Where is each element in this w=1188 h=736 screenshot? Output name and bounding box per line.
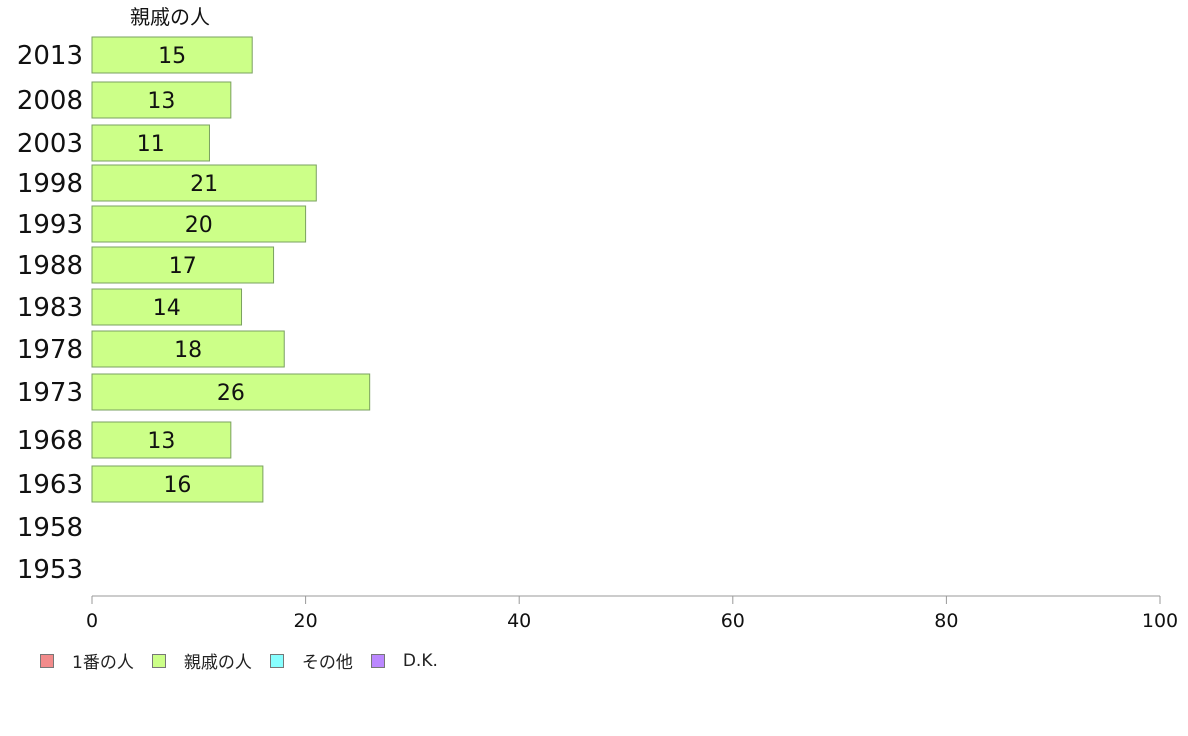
bars-group: 15 13 11 21 20 17 14 18 26 13 16 [91,36,371,503]
category-label-1978: 1978 [17,335,83,365]
chart: 親戚の人 15 13 11 21 20 17 14 18 26 13 16 2013 2008 2003… [17,5,1178,632]
legend-item-2: その他 [269,648,353,673]
value-label-1998-series-1: 21 [190,172,218,197]
value-label-2008-series-1: 13 [147,89,175,114]
value-label-1973-series-1: 26 [217,381,245,406]
x-tick-label-0: 0 [86,610,98,632]
category-label-1998: 1998 [17,169,83,199]
bar-1998-series-1 [91,164,317,202]
category-label-2013: 2013 [17,41,83,71]
category-label-2003: 2003 [17,129,83,159]
x-tick-label-60: 60 [721,610,745,632]
value-label-2013-series-1: 15 [158,44,186,69]
value-label-1968-series-1: 13 [147,429,175,454]
value-label-1978-series-1: 18 [174,338,202,363]
legend-label-1: 親戚の人 [183,653,252,673]
legend-item-3: D.K. [370,650,438,671]
legend-item-0: 1番の人 [40,648,134,673]
bar-1963-series-1 [91,465,264,503]
bar-1988-series-1 [91,246,275,284]
category-label-2008: 2008 [17,86,83,116]
category-label-1993: 1993 [17,210,83,240]
category-label-1953: 1953 [17,555,83,585]
bar-1978-series-1 [91,330,285,368]
category-label-1988: 1988 [17,251,83,281]
bar-1983-series-1 [91,288,243,326]
value-label-1993-series-1: 20 [185,213,213,238]
legend-swatch-3 [370,653,385,668]
bar-1968-series-1 [91,421,232,459]
legend-swatch-0 [40,653,54,668]
bar-2003-series-1 [91,124,210,162]
category-label-1983: 1983 [17,293,83,323]
bar-2013-series-1 [91,36,253,74]
legend-item-1: 親戚の人 [151,648,252,673]
category-labels: 2013 2008 2003 1998 1993 1988 1983 1978 1973 1968… [17,41,83,585]
x-tick-label-20: 20 [294,610,318,632]
value-label-1963-series-1: 16 [163,473,191,498]
series-title: 親戚の人 [130,5,210,29]
bar-1973-series-1 [91,373,371,411]
category-label-1958: 1958 [17,513,83,543]
x-axis-ticks: 0 20 40 60 80 100 [86,596,1178,632]
x-tick-label-80: 80 [934,610,958,632]
legend-label-0: 1番の人 [72,653,134,673]
legend-label-3: D.K. [402,650,438,671]
category-label-1973: 1973 [17,378,83,408]
category-label-1968: 1968 [17,426,83,456]
category-label-1963: 1963 [17,470,83,500]
legend-swatch-1 [151,653,166,668]
legend-label-2: その他 [301,653,353,673]
legend: 1番の人 親戚の人 その他 D.K. [40,648,456,673]
bar-1993-series-1 [91,205,307,243]
x-tick-label-40: 40 [507,610,531,632]
value-label-1988-series-1: 17 [169,254,197,279]
legend-swatch-2 [269,653,284,668]
bar-2008-series-1 [91,81,232,119]
x-tick-label-100: 100 [1142,610,1178,632]
value-label-1983-series-1: 14 [153,296,181,321]
value-label-2003-series-1: 11 [137,132,165,157]
